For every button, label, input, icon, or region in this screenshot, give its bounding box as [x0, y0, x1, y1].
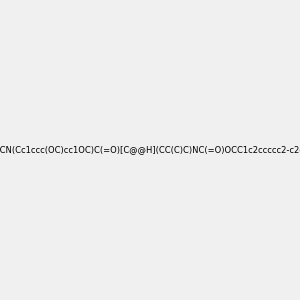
- Text: OC(=O)CN(Cc1ccc(OC)cc1OC)C(=O)[C@@H](CC(C)C)NC(=O)OCC1c2ccccc2-c2ccccc21: OC(=O)CN(Cc1ccc(OC)cc1OC)C(=O)[C@@H](CC(…: [0, 146, 300, 154]
